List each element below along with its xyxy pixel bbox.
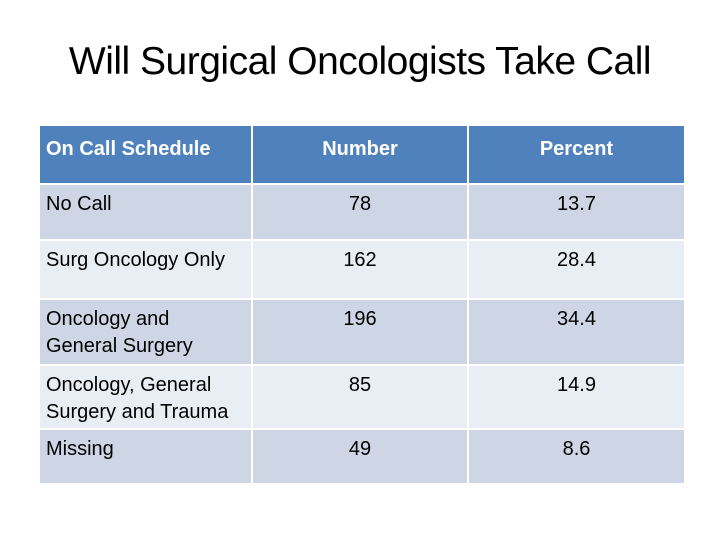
header-cell-number: Number: [253, 126, 467, 183]
percent-cell: 13.7: [469, 185, 684, 239]
schedule-cell: Oncology, General Surgery and Trauma: [40, 366, 251, 428]
percent-cell: 34.4: [469, 300, 684, 364]
slide-title: Will Surgical Oncologists Take Call: [68, 40, 652, 83]
header-cell-percent: Percent: [469, 126, 684, 183]
percent-cell: 8.6: [469, 430, 684, 483]
number-cell: 49: [253, 430, 467, 483]
percent-cell: 28.4: [469, 241, 684, 298]
number-cell: 196: [253, 300, 467, 364]
schedule-cell: No Call: [40, 185, 251, 239]
schedule-cell: Missing: [40, 430, 251, 483]
percent-cell: 14.9: [469, 366, 684, 428]
number-cell: 78: [253, 185, 467, 239]
number-cell: 85: [253, 366, 467, 428]
schedule-cell: Oncology and General Surgery: [40, 300, 251, 364]
header-cell-schedule: On Call Schedule: [40, 126, 251, 183]
number-cell: 162: [253, 241, 467, 298]
on-call-schedule-table: On Call Schedule Number Percent No Call …: [40, 126, 684, 483]
schedule-cell: Surg Oncology Only: [40, 241, 251, 298]
